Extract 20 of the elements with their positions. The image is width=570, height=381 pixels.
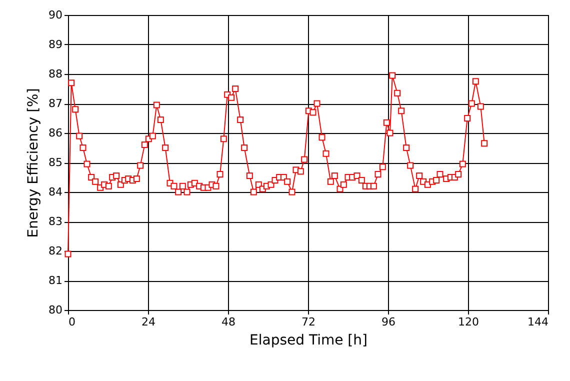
y-tick-label: 90 — [48, 8, 62, 22]
y-tick-label: 88 — [48, 68, 62, 80]
x-tick-label: 0 — [68, 316, 76, 328]
y-axis-title: Energy Efficiency [%] — [26, 88, 42, 238]
y-tick-label: 81 — [48, 274, 62, 287]
y-tick-label: 84 — [48, 186, 62, 198]
x-tick-label: 24 — [142, 316, 156, 328]
x-tick-label: 72 — [302, 316, 316, 328]
x-axis-title: Elapsed Time [h] — [250, 332, 368, 348]
y-tick-label: 87 — [48, 97, 62, 110]
y-tick-label: 86 — [48, 126, 62, 140]
y-tick-label: 82 — [48, 244, 62, 258]
y-tick-label: 80 — [48, 304, 62, 316]
y-tick-label: 89 — [48, 38, 62, 51]
x-tick-label: 120 — [458, 316, 479, 328]
y-tick-label: 85 — [48, 156, 62, 169]
x-tick-label: 96 — [382, 316, 396, 328]
x-tick-label: 144 — [528, 316, 548, 328]
x-tick-label: 48 — [222, 316, 236, 328]
y-tick-label: 83 — [48, 215, 62, 228]
